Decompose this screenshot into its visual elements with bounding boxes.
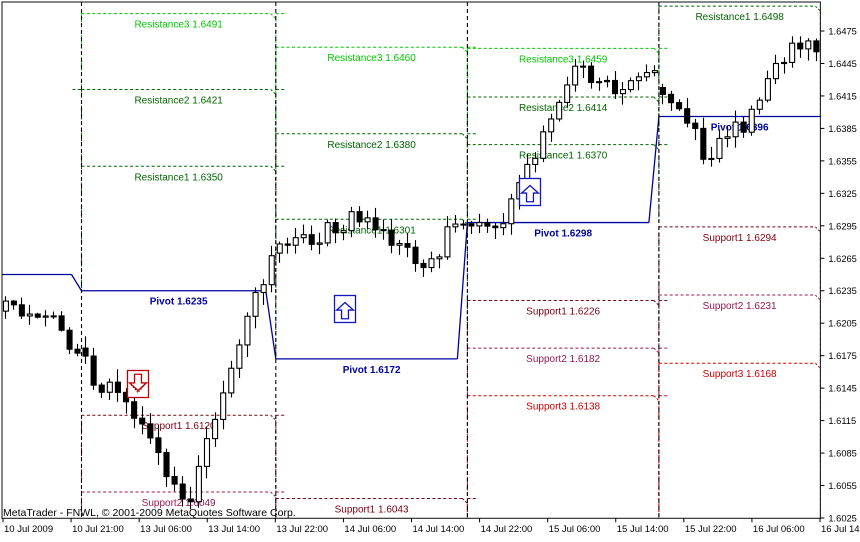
svg-text:Pivot 1.6298: Pivot 1.6298 xyxy=(534,229,592,240)
svg-text:15 Jul 06:00: 15 Jul 06:00 xyxy=(549,524,601,535)
svg-text:1.6175: 1.6175 xyxy=(828,351,856,361)
svg-text:MetaTrader - FNWL, © 2001-2009: MetaTrader - FNWL, © 2001-2009 MetaQuote… xyxy=(3,507,296,519)
svg-text:Support2 1.6231: Support2 1.6231 xyxy=(703,301,777,312)
svg-text:Resistance1 1.6350: Resistance1 1.6350 xyxy=(134,172,223,183)
svg-text:1.6415: 1.6415 xyxy=(828,91,856,101)
svg-text:1.6355: 1.6355 xyxy=(828,156,856,166)
svg-text:14 Jul 06:00: 14 Jul 06:00 xyxy=(344,524,396,535)
svg-text:1.6235: 1.6235 xyxy=(828,286,856,296)
svg-text:Resistance2 1.6380: Resistance2 1.6380 xyxy=(327,140,416,151)
svg-text:10 Jul 2009: 10 Jul 2009 xyxy=(4,524,53,535)
svg-text:1.6085: 1.6085 xyxy=(828,449,856,459)
svg-text:1.6115: 1.6115 xyxy=(828,416,856,426)
svg-text:Support1 1.6294: Support1 1.6294 xyxy=(703,233,777,244)
svg-text:13 Jul 22:00: 13 Jul 22:00 xyxy=(276,524,328,535)
svg-text:14 Jul 22:00: 14 Jul 22:00 xyxy=(481,524,533,535)
svg-text:Resistance3 1.6491: Resistance3 1.6491 xyxy=(134,20,223,31)
svg-text:Resistance2 1.6421: Resistance2 1.6421 xyxy=(134,95,223,106)
svg-text:Support1 1.6226: Support1 1.6226 xyxy=(526,306,600,317)
svg-text:Pivot 1.6235: Pivot 1.6235 xyxy=(150,297,208,308)
svg-text:1.6055: 1.6055 xyxy=(828,481,856,491)
svg-text:15 Jul 22:00: 15 Jul 22:00 xyxy=(685,524,737,535)
svg-text:1.6295: 1.6295 xyxy=(828,221,856,231)
svg-text:1.6475: 1.6475 xyxy=(828,27,856,37)
svg-text:14 Jul 14:00: 14 Jul 14:00 xyxy=(413,524,465,535)
svg-text:Support3 1.6168: Support3 1.6168 xyxy=(703,369,777,380)
svg-text:16 Jul 06:00: 16 Jul 06:00 xyxy=(753,524,805,535)
svg-text:Resistance3 1.6459: Resistance3 1.6459 xyxy=(519,54,608,65)
svg-text:Support3 1.6138: Support3 1.6138 xyxy=(526,402,600,413)
svg-text:Support1 1.6043: Support1 1.6043 xyxy=(335,505,409,516)
svg-text:1.6265: 1.6265 xyxy=(828,254,856,264)
svg-text:1.6025: 1.6025 xyxy=(828,514,856,524)
svg-text:10 Jul 21:00: 10 Jul 21:00 xyxy=(72,524,124,535)
svg-text:1.6205: 1.6205 xyxy=(828,319,856,329)
svg-text:Support2 1.6182: Support2 1.6182 xyxy=(526,354,600,365)
svg-text:Resistance1 1.6498: Resistance1 1.6498 xyxy=(695,12,784,23)
svg-text:16 Jul 14:00: 16 Jul 14:00 xyxy=(821,524,860,535)
svg-text:Resistance3 1.6460: Resistance3 1.6460 xyxy=(327,53,416,64)
svg-text:15 Jul 14:00: 15 Jul 14:00 xyxy=(617,524,669,535)
svg-text:13 Jul 06:00: 13 Jul 06:00 xyxy=(140,524,192,535)
svg-text:1.6445: 1.6445 xyxy=(828,59,856,69)
svg-text:Pivot 1.6172: Pivot 1.6172 xyxy=(343,365,401,376)
svg-text:1.6145: 1.6145 xyxy=(828,384,856,394)
svg-text:1.6325: 1.6325 xyxy=(828,189,856,199)
svg-text:1.6385: 1.6385 xyxy=(828,124,856,134)
svg-text:13 Jul 14:00: 13 Jul 14:00 xyxy=(208,524,260,535)
svg-text:Resistance2 1.6414: Resistance2 1.6414 xyxy=(519,103,608,114)
